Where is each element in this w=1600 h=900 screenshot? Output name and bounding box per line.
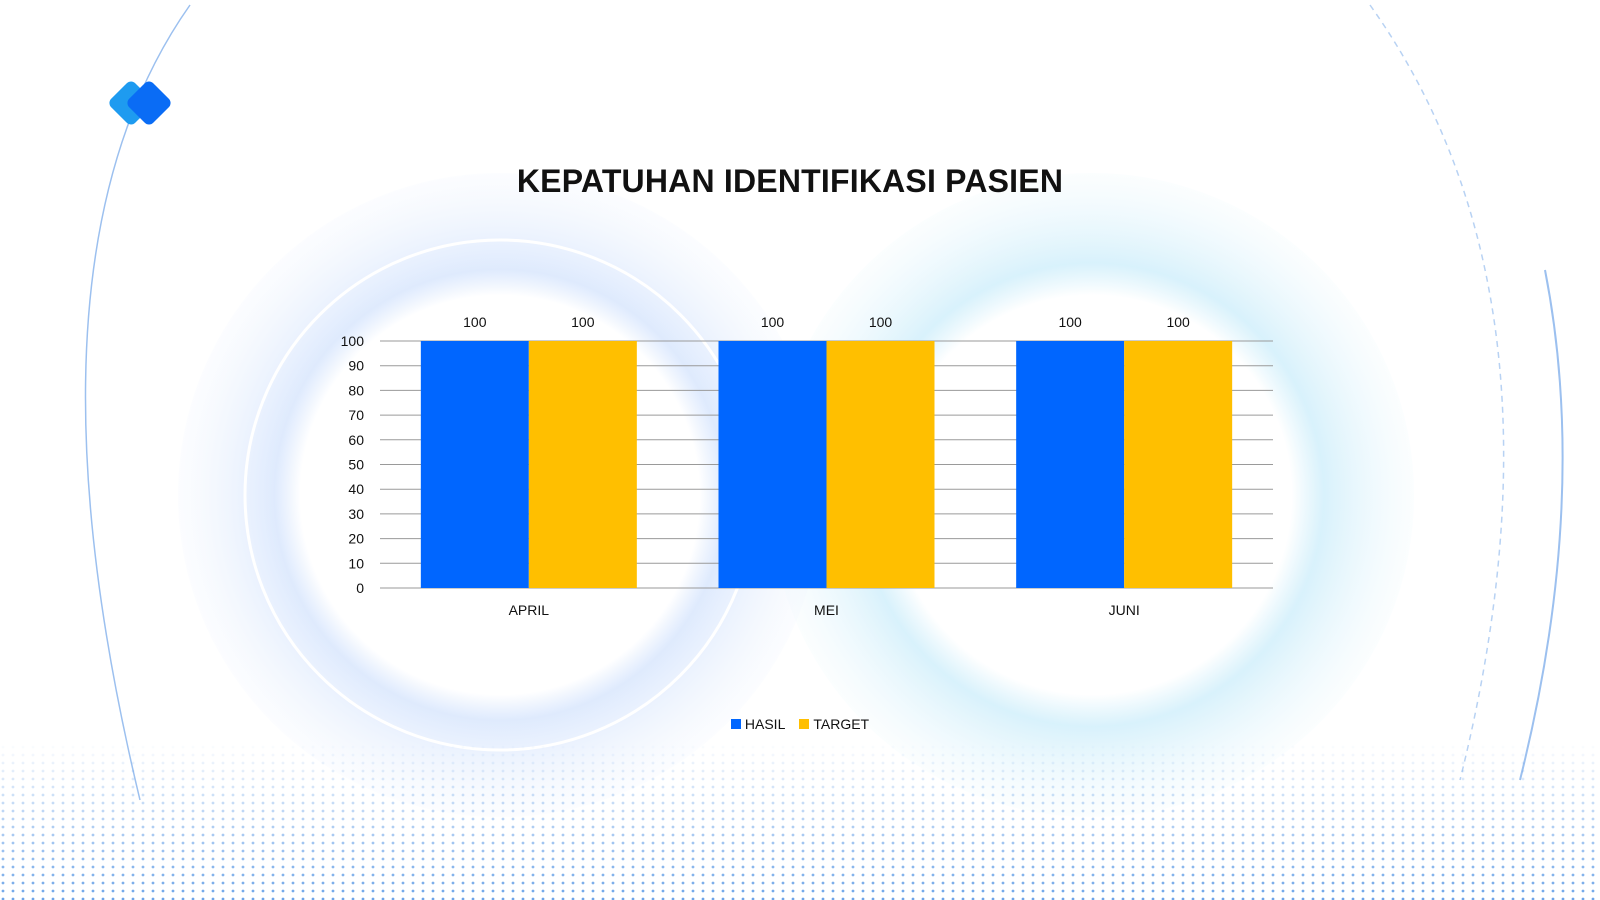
data-label: 100 bbox=[869, 314, 893, 330]
x-category-label: MEI bbox=[814, 602, 839, 618]
bar-hasil bbox=[1016, 341, 1125, 588]
chart-legend: HASIL TARGET bbox=[0, 716, 1600, 732]
legend-swatch bbox=[799, 719, 810, 729]
y-tick-label: 60 bbox=[348, 432, 364, 448]
brand-logo-icon bbox=[109, 81, 171, 125]
data-label: 100 bbox=[571, 314, 595, 330]
bar-hasil bbox=[718, 341, 827, 588]
data-label: 100 bbox=[463, 314, 487, 330]
chart-title: KEPATUHAN IDENTIFIKASI PASIEN bbox=[516, 163, 1064, 199]
y-tick-label: 100 bbox=[341, 333, 365, 349]
bar-target bbox=[826, 341, 935, 588]
bar-target bbox=[1124, 341, 1233, 588]
y-tick-label: 30 bbox=[348, 506, 364, 522]
bar-target bbox=[528, 341, 637, 588]
legend-swatch bbox=[730, 719, 741, 729]
y-tick-label: 40 bbox=[348, 481, 364, 497]
y-tick-label: 20 bbox=[348, 531, 364, 547]
legend-label: TARGET bbox=[813, 716, 870, 732]
y-tick-label: 70 bbox=[348, 407, 364, 423]
x-category-label: APRIL bbox=[509, 602, 550, 618]
y-tick-label: 80 bbox=[348, 382, 364, 398]
y-tick-label: 10 bbox=[348, 555, 364, 571]
data-label: 100 bbox=[1166, 314, 1190, 330]
y-tick-label: 90 bbox=[348, 358, 364, 374]
data-label: 100 bbox=[1058, 314, 1082, 330]
legend-item: TARGET bbox=[799, 716, 869, 732]
data-label: 100 bbox=[761, 314, 785, 330]
x-category-label: JUNI bbox=[1109, 602, 1140, 618]
y-tick-label: 50 bbox=[348, 457, 364, 473]
legend-label: HASIL bbox=[744, 716, 786, 732]
bar-hasil bbox=[420, 341, 529, 588]
legend-item: HASIL bbox=[730, 716, 786, 732]
y-tick-label: 0 bbox=[356, 580, 364, 596]
